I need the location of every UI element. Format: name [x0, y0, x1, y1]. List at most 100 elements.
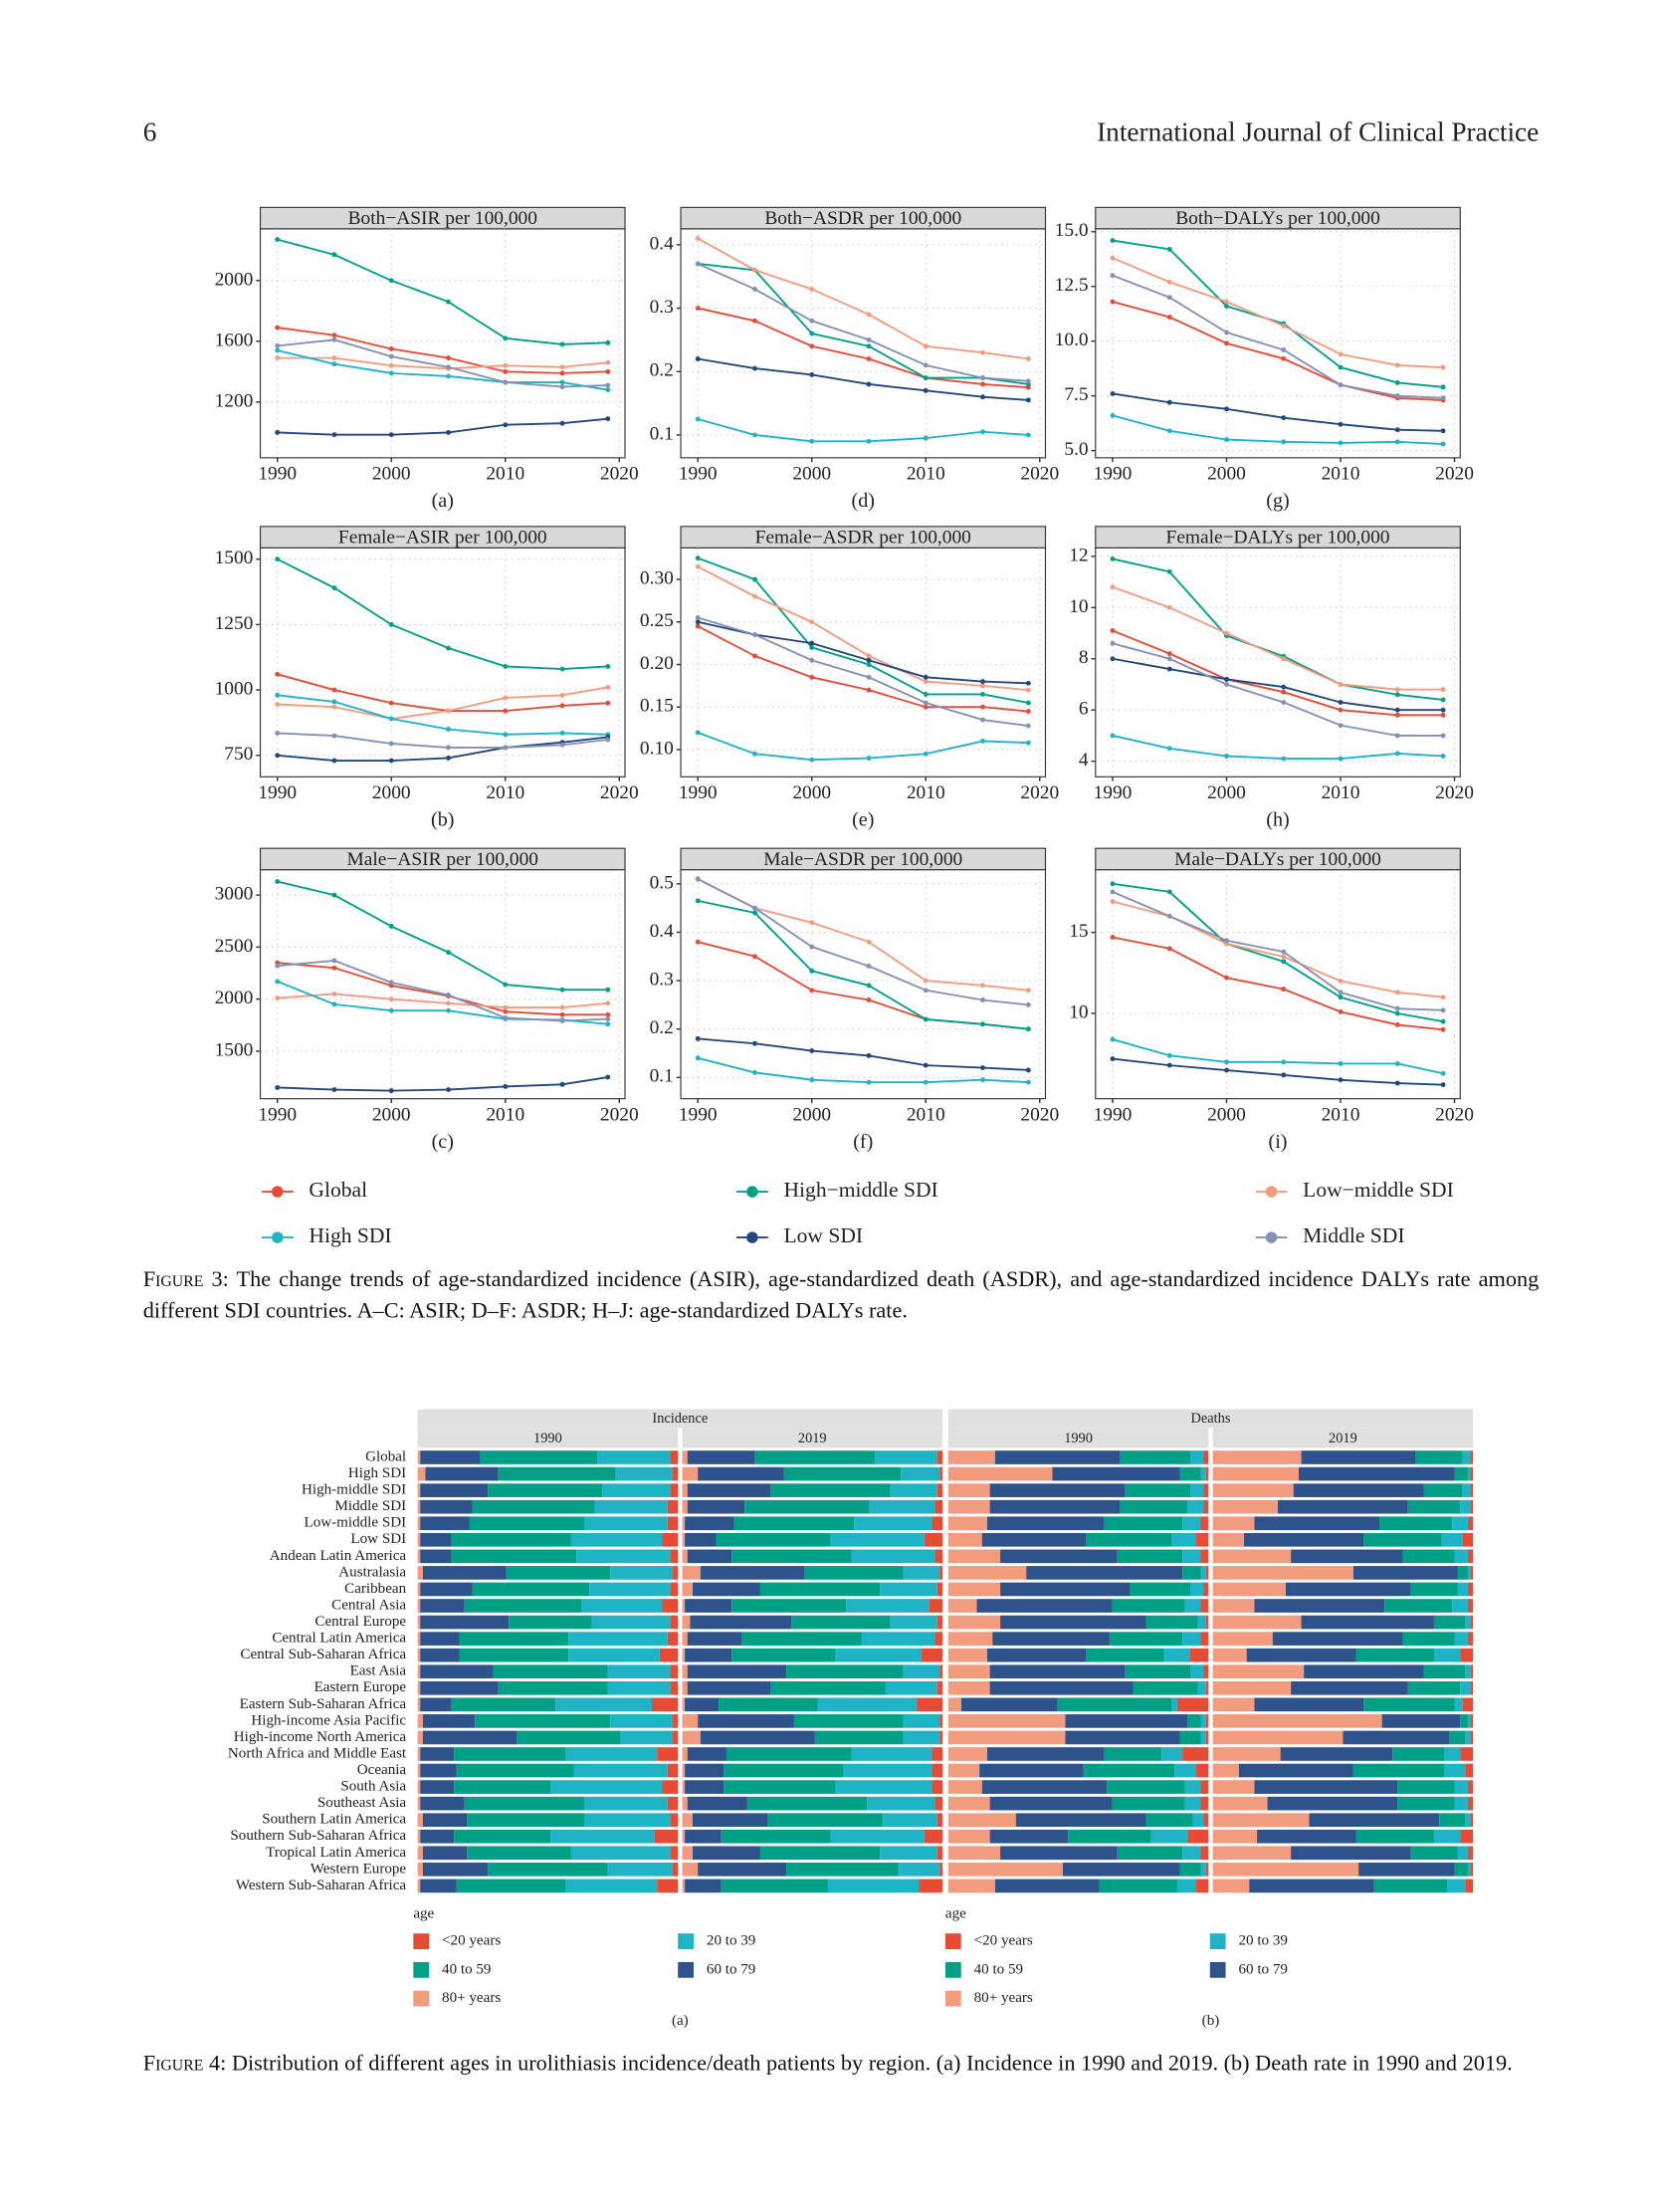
bar-segment: [700, 1566, 805, 1580]
panel-title: Female−ASDR per 100,000: [755, 528, 971, 549]
bar-segment: [420, 1780, 455, 1794]
data-point: [1281, 987, 1287, 993]
data-point: [809, 331, 815, 336]
bar-segment: [417, 1450, 421, 1464]
bar-segment: [555, 1697, 653, 1712]
bar-segment: [682, 1483, 688, 1497]
bar-segment: [568, 1648, 660, 1662]
bar-segment: [607, 1863, 673, 1877]
data-point: [1025, 988, 1031, 994]
bar-segment: [939, 1566, 943, 1580]
data-point: [446, 355, 451, 361]
bar-segment: [1212, 1516, 1255, 1531]
bar-segment: [890, 1483, 937, 1497]
y-category-label: Global: [365, 1448, 406, 1464]
bar-segment: [1465, 1879, 1474, 1893]
data-point: [388, 1007, 394, 1013]
bar-segment: [670, 1582, 679, 1597]
legend-swatch: [678, 1933, 694, 1950]
data-point: [1110, 1056, 1116, 1062]
bar-segment: [417, 1763, 421, 1778]
bar-segment: [1000, 1582, 1131, 1597]
bar-segment: [1205, 1466, 1209, 1481]
panel-title: Both−ASDR per 100,000: [764, 208, 961, 229]
legend-swatch: [413, 1933, 430, 1950]
data-point: [1394, 362, 1400, 368]
bar-segment: [947, 1664, 990, 1679]
data-point: [559, 1081, 565, 1087]
bar-segment: [791, 1615, 891, 1630]
data-point: [388, 741, 394, 747]
bar-segment: [1470, 1499, 1474, 1514]
bar-segment: [903, 1730, 940, 1745]
data-point: [809, 619, 815, 625]
bar-segment: [994, 1879, 1100, 1893]
bar-segment: [420, 1549, 452, 1564]
bar-segment: [464, 1599, 582, 1613]
bar-segment: [1212, 1780, 1255, 1794]
data-point: [866, 674, 872, 680]
data-point: [980, 691, 985, 697]
bar-segment: [1104, 1747, 1162, 1761]
bar-segment: [568, 1632, 668, 1646]
data-point: [275, 963, 281, 969]
bar-segment: [759, 1846, 881, 1861]
bar-segment: [1467, 1846, 1474, 1861]
data-point: [605, 663, 611, 669]
data-point: [809, 343, 815, 349]
bar-segment: [670, 1483, 679, 1497]
x-tick-label: 2020: [1020, 464, 1059, 485]
panel-label: (h): [1266, 808, 1289, 830]
y-category-label: Eastern Sub-Saharan Africa: [240, 1696, 407, 1712]
data-point: [331, 585, 337, 591]
y-tick-label: 10: [1069, 596, 1088, 617]
bar-segment: [422, 1846, 468, 1861]
panel-label: (f): [853, 1131, 873, 1153]
bar-segment: [1184, 1599, 1201, 1613]
y-tick-label: 2500: [215, 936, 254, 957]
data-point: [1394, 1010, 1400, 1016]
bar-segment: [1104, 1516, 1183, 1531]
bar-segment: [682, 1813, 693, 1828]
data-point: [866, 1079, 872, 1085]
bar-segment: [682, 1516, 686, 1531]
bar-segment: [682, 1648, 686, 1662]
data-point: [1025, 356, 1031, 361]
bar-segment: [1200, 1714, 1206, 1728]
data-point: [1110, 391, 1116, 396]
bar-segment: [1190, 1450, 1204, 1464]
bar-segment: [1179, 1863, 1201, 1877]
data-point: [1394, 427, 1400, 433]
data-point: [1338, 682, 1344, 687]
bar-segment: [570, 1846, 671, 1861]
data-point: [1224, 676, 1229, 682]
bar-segment: [687, 1483, 771, 1497]
data-point: [446, 645, 451, 651]
data-point: [446, 745, 451, 751]
bar-segment: [657, 1879, 679, 1893]
data-point: [331, 336, 337, 342]
data-point: [1110, 640, 1116, 646]
data-point: [1110, 255, 1116, 261]
data-point: [331, 332, 337, 338]
bar-segment: [1454, 1632, 1468, 1646]
bar-segment: [1457, 1582, 1468, 1597]
data-point: [866, 983, 872, 989]
data-point: [275, 979, 281, 985]
data-point: [1166, 246, 1172, 252]
panel-title: 1990: [533, 1431, 562, 1446]
data-point: [388, 362, 394, 368]
bar-segment: [947, 1466, 1053, 1481]
data-point: [331, 704, 337, 710]
bar-segment: [1212, 1747, 1281, 1761]
data-point: [275, 671, 281, 677]
data-point: [1281, 756, 1287, 762]
bar-segment: [417, 1697, 421, 1712]
bar-segment: [469, 1516, 585, 1531]
bar-segment: [1190, 1648, 1209, 1662]
y-category-label: North Africa and Middle East: [228, 1745, 407, 1761]
x-tick-label: 1990: [1094, 1104, 1133, 1125]
y-tick-label: 10: [1069, 1001, 1088, 1022]
bar-segment: [939, 1863, 943, 1877]
data-point: [1281, 415, 1287, 421]
